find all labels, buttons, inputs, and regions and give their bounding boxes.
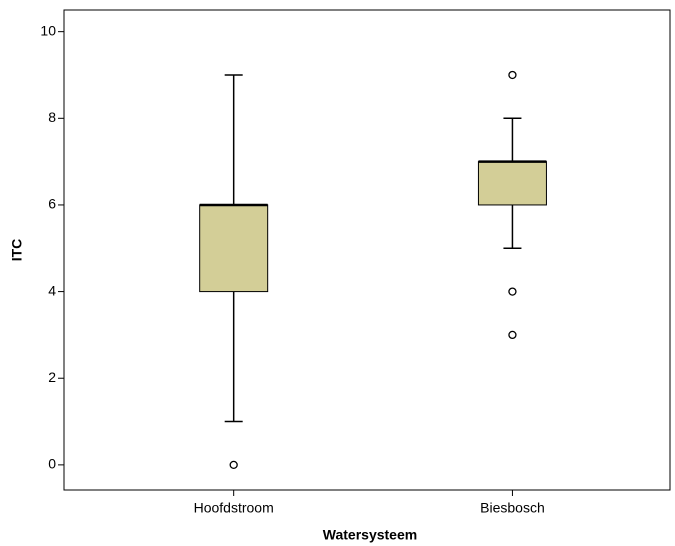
y-tick-label: 6 xyxy=(48,196,56,212)
y-tick-label: 2 xyxy=(48,369,56,385)
outlier xyxy=(229,460,238,470)
x-axis-title: Watersysteem xyxy=(323,527,417,543)
y-tick-label: 10 xyxy=(40,22,56,38)
outlier xyxy=(508,70,517,80)
y-axis-title: ITC xyxy=(9,239,25,262)
outlier xyxy=(508,287,517,296)
x-tick-label: Hoofdstroom xyxy=(194,500,274,516)
y-tick-label: 4 xyxy=(48,282,56,298)
y-tick-label: 8 xyxy=(48,109,56,125)
box xyxy=(477,161,547,206)
box xyxy=(199,204,269,293)
plot-frame xyxy=(63,9,671,491)
outlier xyxy=(508,330,517,340)
y-tick-label: 0 xyxy=(48,456,56,472)
x-tick-label: Biesbosch xyxy=(480,500,545,516)
